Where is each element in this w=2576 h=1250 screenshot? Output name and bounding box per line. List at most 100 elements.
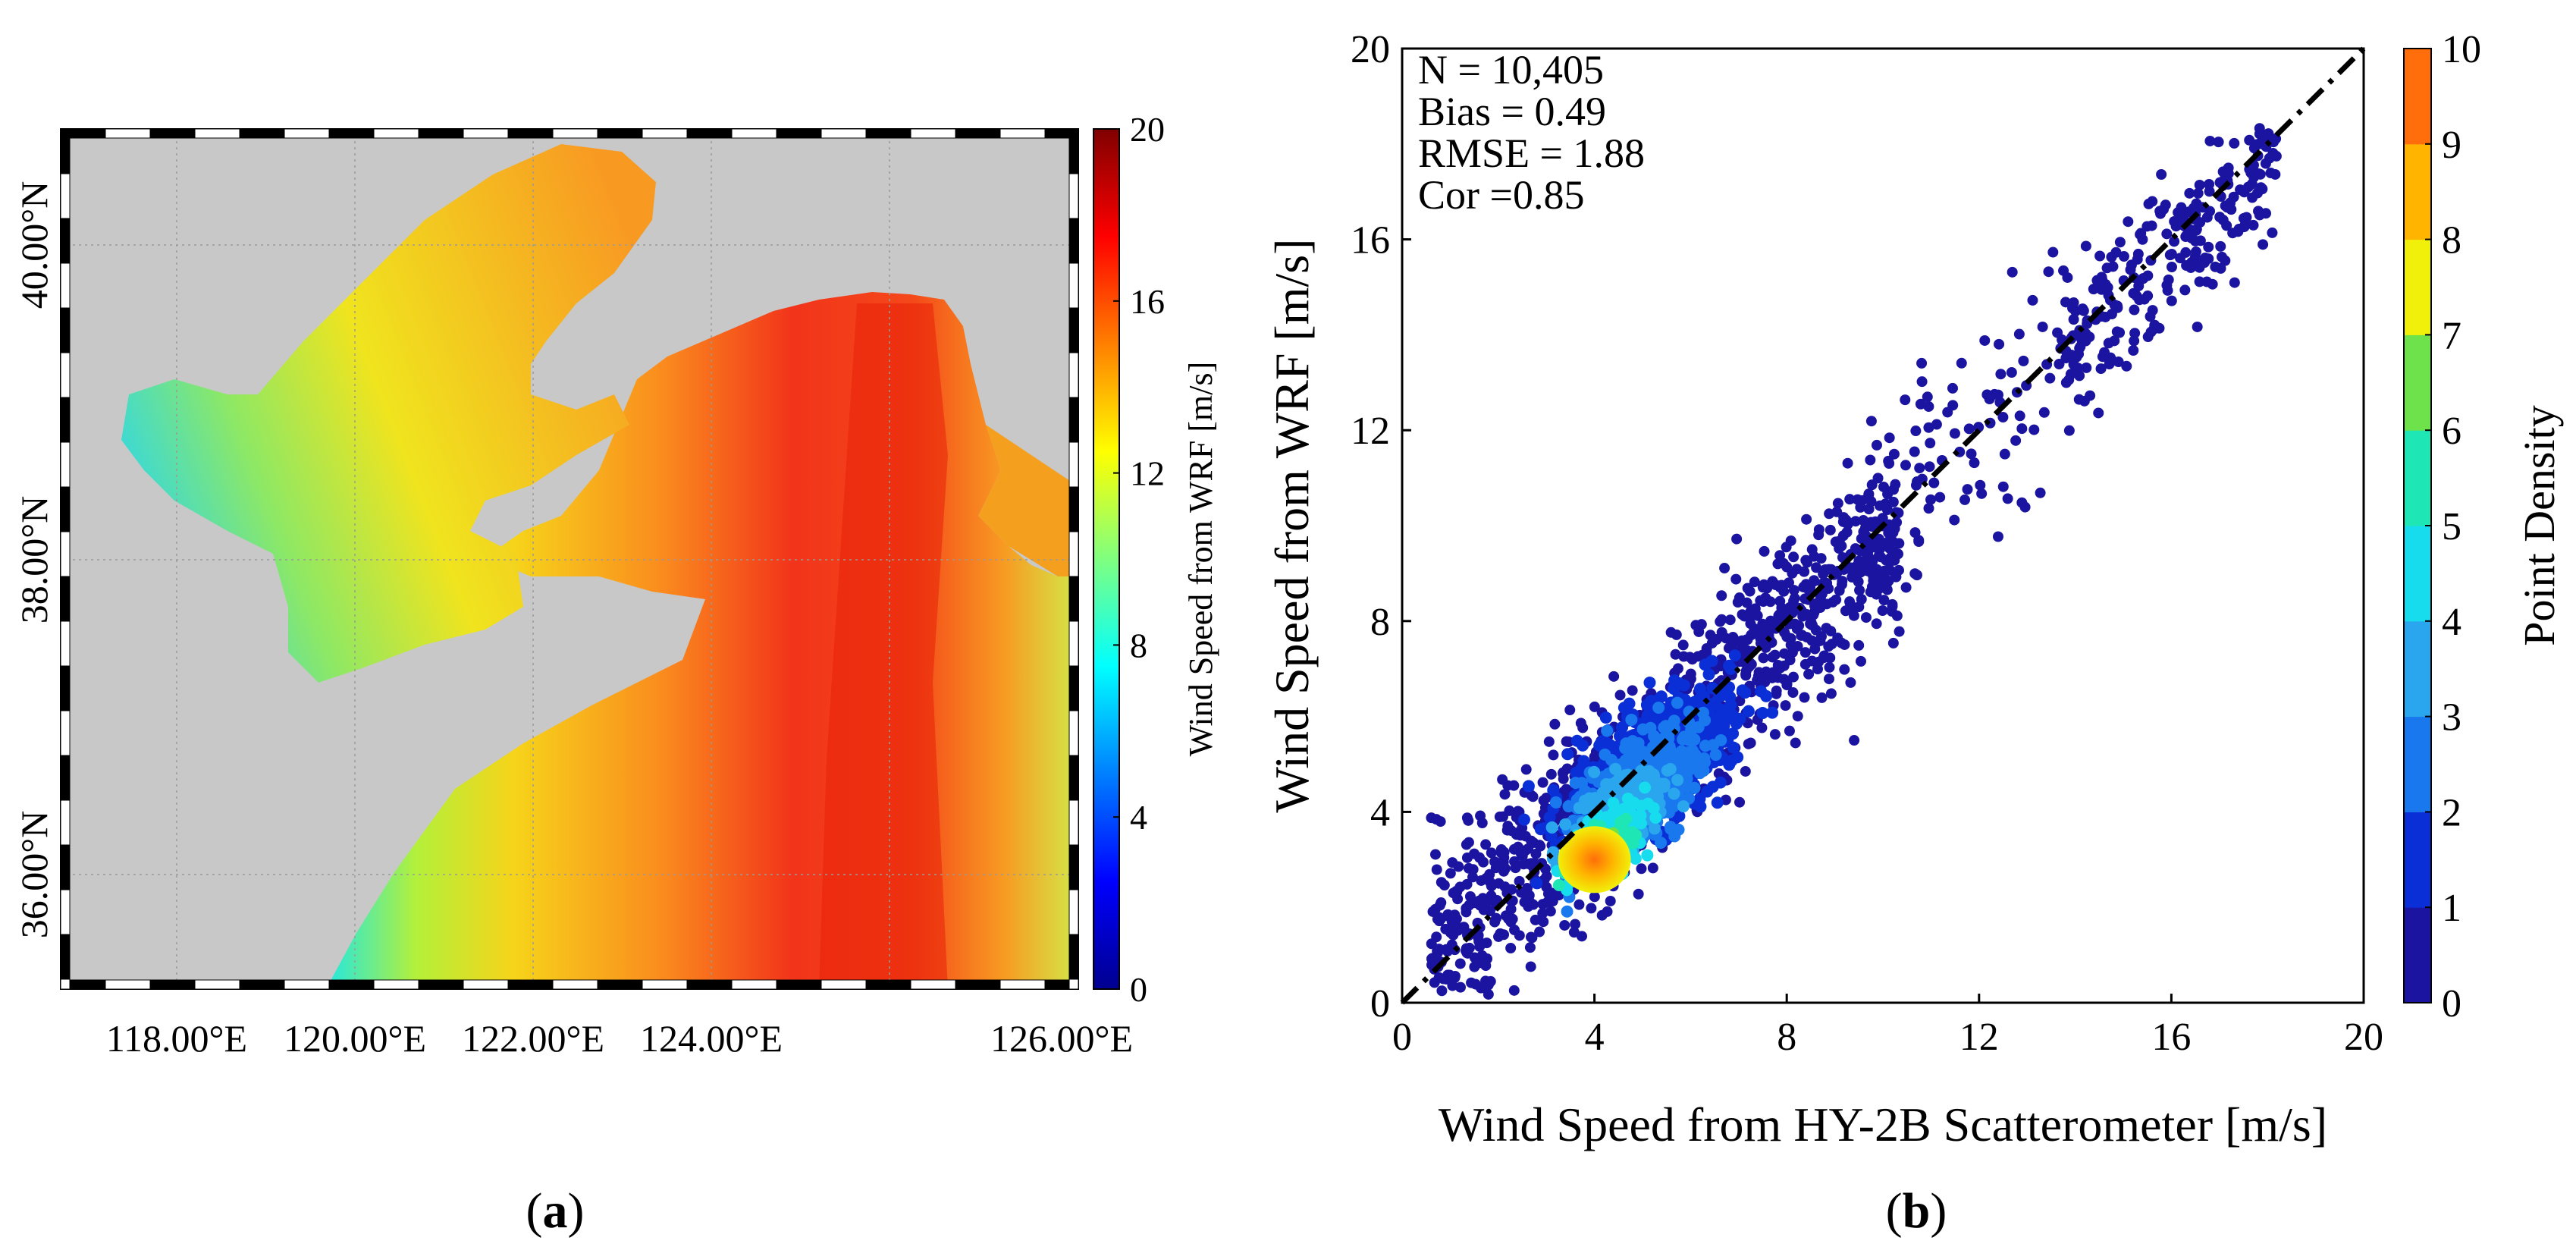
scatter-point	[1470, 978, 1481, 990]
scatter-point	[1635, 799, 1648, 812]
scatter-point	[1842, 457, 1853, 469]
scatter-point	[1644, 721, 1657, 734]
scatter-point	[1480, 960, 1492, 972]
scatter-point	[1806, 635, 1818, 646]
scatter-point	[1911, 570, 1922, 581]
map-frame-segment	[373, 128, 419, 139]
scatter-point	[1469, 961, 1480, 972]
scatter-point	[1979, 334, 1991, 346]
lon-tick-label: 118.00°E	[106, 1017, 247, 1060]
scatter-point	[1741, 597, 1752, 608]
scatter-point	[1746, 630, 1757, 641]
map-frame-segment	[60, 934, 71, 980]
scatter-point	[2077, 303, 2088, 315]
scatter-point	[2192, 187, 2204, 199]
scatter-point	[1890, 479, 1901, 490]
scatter-point	[2110, 247, 2122, 258]
scatter-point	[1596, 786, 1609, 799]
map-frame-segment	[1068, 978, 1079, 990]
scatter-point	[1803, 584, 1814, 595]
scatter-point	[1780, 700, 1791, 711]
map-frame-segment	[284, 979, 330, 990]
scatter-point	[1740, 668, 1752, 680]
map-frame-segment	[1068, 799, 1079, 846]
scatter-point	[1559, 818, 1572, 831]
map-frame-segment	[60, 799, 71, 846]
scatter-point	[1525, 961, 1536, 972]
lon-tick-label: 120.00°E	[284, 1017, 426, 1060]
scatter-point	[1925, 494, 1937, 505]
map-frame-segment	[955, 979, 1001, 990]
scatter-point	[1887, 598, 1898, 610]
scatter-point	[1934, 492, 1946, 503]
scatter-point	[1439, 880, 1450, 891]
scatter-point	[1801, 514, 1812, 525]
scatter-point	[1759, 677, 1771, 688]
scatter-point	[1552, 878, 1565, 891]
scatter-point	[1802, 557, 1813, 568]
scatter-point	[2190, 246, 2201, 257]
scatter-point	[1888, 448, 1900, 460]
scatter-point	[1600, 811, 1613, 824]
scatter-point	[2192, 321, 2203, 332]
scatter-point	[1813, 524, 1825, 535]
scatter-point	[1858, 515, 1869, 526]
scatter-point	[1589, 751, 1600, 762]
scatter-point	[1658, 721, 1671, 734]
density-colorbar-label: Point Density	[2515, 405, 2564, 645]
scatter-point	[1834, 585, 1845, 596]
scatter-point	[1865, 416, 1877, 427]
scatter-point	[1853, 576, 1864, 587]
scatter-point	[1825, 524, 1836, 535]
scatter-point	[1749, 576, 1760, 588]
density-colorbar-tick-label: 9	[2442, 124, 2461, 167]
scatter-point	[1542, 896, 1554, 907]
scatter-point	[1596, 909, 1608, 921]
scatter-point	[1530, 848, 1542, 859]
scatter-point	[2121, 360, 2132, 372]
scatter-point	[2215, 240, 2226, 252]
scatter-point	[1693, 793, 1706, 806]
scatter-point	[2191, 198, 2202, 209]
scatter-point	[1716, 614, 1727, 625]
scatter-point	[1840, 514, 1852, 526]
scatter-point	[1672, 663, 1683, 674]
scatter-point	[1639, 781, 1652, 794]
scatter-point	[2058, 265, 2069, 276]
scatter-point	[1947, 382, 1958, 394]
scatter-x-tick-label: 4	[1585, 1016, 1605, 1059]
map-frame-segment	[597, 979, 643, 990]
scatter-point	[1629, 852, 1642, 865]
scatter-point	[2142, 291, 2154, 302]
scatter-point	[1756, 626, 1768, 637]
scatter-point	[1429, 849, 1441, 860]
map-frame-segment	[731, 979, 777, 990]
scatter-point	[1874, 500, 1885, 511]
scatter-point	[1866, 521, 1878, 532]
scatter-point	[1629, 754, 1642, 767]
scatter-point	[1605, 895, 1616, 906]
scatter-point	[1542, 888, 1554, 900]
scatter-point	[2229, 137, 2240, 149]
map-colorbar-tick-label: 12	[1130, 454, 1165, 493]
scatter-point	[1648, 822, 1661, 835]
scatter-point	[1625, 713, 1638, 726]
scatter-point	[1774, 662, 1786, 674]
scatter-point	[1520, 764, 1532, 775]
scatter-point	[1608, 671, 1620, 682]
map-frame-segment	[463, 128, 509, 139]
scatter-point	[1865, 586, 1876, 598]
scatter-point	[1796, 630, 1807, 641]
map-frame-segment	[1068, 128, 1079, 174]
scatter-point	[1548, 749, 1559, 761]
scatter-point	[2163, 274, 2174, 285]
scatter-point	[2016, 497, 2028, 508]
map-frame-segment	[865, 979, 911, 990]
scatter-point	[1823, 641, 1834, 652]
lon-tick-label: 122.00°E	[462, 1017, 604, 1060]
scatter-point	[2118, 251, 2129, 262]
map-frame-segment	[418, 128, 464, 139]
scatter-point	[1956, 357, 1967, 369]
scatter-point	[1784, 725, 1795, 736]
